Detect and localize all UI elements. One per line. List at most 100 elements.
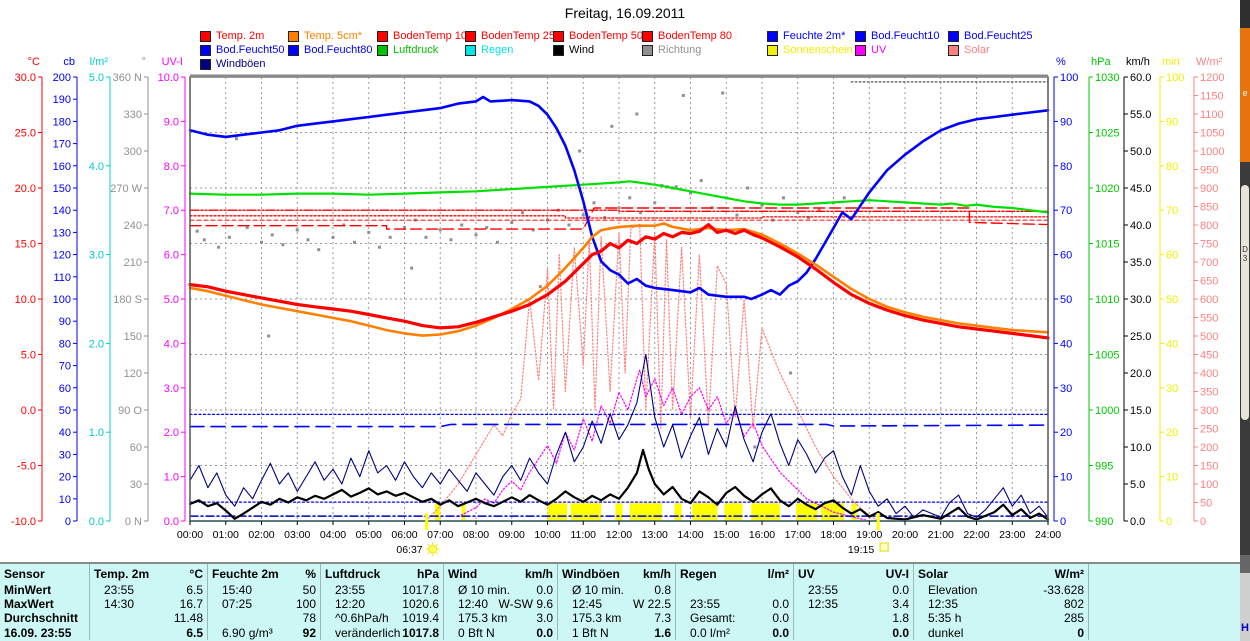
axis-label: hPa bbox=[1091, 56, 1111, 68]
axis-label: 130 bbox=[53, 227, 71, 239]
axis-label: 19:15 bbox=[848, 544, 874, 556]
legend-item-bod-feucht10[interactable]: Bod.Feucht10 bbox=[855, 30, 940, 42]
sunset-square-icon bbox=[879, 542, 889, 552]
axis-label: 08:00 bbox=[463, 529, 489, 541]
wind-direction-dot bbox=[438, 228, 442, 232]
axis-label: 5.0 bbox=[21, 350, 36, 362]
table-cell-time: veränderlich bbox=[335, 625, 401, 640]
sunshine-bar bbox=[629, 503, 662, 521]
axis-label: 300 bbox=[1200, 405, 1218, 417]
axis-label: km/h bbox=[1126, 56, 1150, 68]
table-cell: 23:55 0.0 bbox=[793, 583, 913, 597]
table-cell: Regen l/m² bbox=[675, 564, 793, 583]
wind-direction-dot bbox=[638, 211, 642, 215]
axis-label: 350 bbox=[1200, 387, 1218, 399]
wind-direction-dot bbox=[610, 124, 614, 128]
wind-direction-dot bbox=[721, 91, 725, 95]
wind-direction-dot bbox=[202, 238, 206, 242]
axis-label: 1.0 bbox=[89, 427, 104, 439]
table-cell: Gesamt: 0.0 bbox=[675, 611, 793, 625]
axis-label: 14:00 bbox=[677, 529, 703, 541]
table-empty-cell bbox=[1088, 611, 1140, 625]
wind-direction-dot bbox=[510, 221, 514, 225]
legend-item-feuchte-2m-[interactable]: Feuchte 2m* bbox=[767, 30, 845, 42]
axis-label: 10:00 bbox=[534, 529, 560, 541]
legend-item-bod-feucht25[interactable]: Bod.Feucht25 bbox=[948, 30, 1033, 42]
wind-direction-dot bbox=[403, 225, 406, 229]
table-cell-value: 16.7 bbox=[179, 597, 203, 611]
table-column-name: Temp. 2m bbox=[94, 566, 150, 581]
legend-item-temp-2m[interactable]: Temp. 2m bbox=[200, 30, 264, 42]
wind-direction-dot bbox=[581, 213, 585, 217]
axis-label: 50 bbox=[1166, 294, 1178, 306]
legend-label: Regen bbox=[481, 44, 514, 56]
axis-label: 09:00 bbox=[499, 529, 525, 541]
table-cell-value: 1019.4 bbox=[402, 611, 439, 625]
wind-direction-dot bbox=[781, 196, 785, 200]
background-window-footer: H bbox=[1240, 573, 1250, 641]
table-cell: Solar W/m² bbox=[913, 564, 1088, 583]
axis-label: 200 bbox=[1200, 442, 1218, 454]
axis-label: cb bbox=[63, 56, 75, 68]
axis-label: 20:00 bbox=[892, 529, 918, 541]
legend-item-sonnenschein[interactable]: Sonnenschein bbox=[767, 44, 853, 56]
table-column-name: Regen bbox=[680, 566, 717, 581]
weather-chart[interactable]: °C -10.0 -5.0 0.0 5.0 10.0 15.0 20.0 25.0 30.0 cb 0… bbox=[0, 0, 1250, 562]
series-bodentemp-50 bbox=[189, 209, 1049, 212]
axis-label: 7.0 bbox=[164, 205, 179, 217]
axis-label: °C bbox=[28, 56, 40, 68]
legend-item-bodentemp-80[interactable]: BodenTemp 80 bbox=[642, 30, 732, 42]
table-cell: Ø 10 min. 0.8 bbox=[557, 583, 675, 597]
legend-item-bod-feucht50[interactable]: Bod.Feucht50 bbox=[200, 44, 285, 56]
legend-label: Richtung bbox=[658, 44, 702, 56]
axis-label: 20 bbox=[1166, 427, 1178, 439]
legend-item-bodentemp-25[interactable]: BodenTemp 25 bbox=[465, 30, 555, 42]
axis-label: 20.0 bbox=[1130, 368, 1151, 380]
axis-label: 200 bbox=[53, 72, 71, 84]
axis-label: 1.0 bbox=[164, 472, 179, 484]
axis-label: 10.0 bbox=[1130, 442, 1151, 454]
legend-item-bodentemp-50[interactable]: BodenTemp 50 bbox=[553, 30, 643, 42]
legend-item-bodentemp-10[interactable]: BodenTemp 10 bbox=[377, 30, 467, 42]
axis-label: 5.0 bbox=[164, 294, 179, 306]
wind-direction-dot bbox=[495, 240, 499, 244]
legend-item-temp-5cm-[interactable]: Temp. 5cm* bbox=[288, 30, 362, 42]
axis-label: 90 bbox=[1166, 116, 1178, 128]
table-cell: 12:20 1020.6 bbox=[320, 597, 443, 611]
background-window-sliver[interactable]: e D 3 H bbox=[1240, 0, 1250, 641]
series-windb-en bbox=[189, 353, 1049, 518]
axis-label: 80 bbox=[1060, 161, 1072, 173]
legend-item-solar[interactable]: Solar bbox=[948, 44, 990, 56]
axis-label: 990 bbox=[1095, 516, 1113, 528]
table-empty-cell bbox=[1088, 625, 1140, 640]
axis-label: 02:00 bbox=[248, 529, 274, 541]
table-cell: 11.48 bbox=[89, 611, 207, 625]
legend-item-luftdruck[interactable]: Luftdruck bbox=[377, 44, 438, 56]
table-cell: Temp. 2m °C bbox=[89, 564, 207, 583]
legend-item-wind[interactable]: Wind bbox=[553, 44, 594, 56]
legend-swatch bbox=[200, 44, 211, 56]
legend-swatch bbox=[377, 30, 388, 42]
table-cell: 0.0 l/m² 0.0 bbox=[675, 625, 793, 640]
axis-label: 6.0 bbox=[164, 250, 179, 262]
table-cell: Wind km/h bbox=[443, 564, 557, 583]
axis-label: 500 bbox=[1200, 331, 1218, 343]
wind-direction-dot bbox=[449, 238, 453, 242]
sunshine-bar bbox=[692, 503, 718, 521]
axis-label: 25.0 bbox=[1130, 331, 1151, 343]
axis-label: 40 bbox=[1060, 338, 1072, 350]
axis-label: 900 bbox=[1200, 183, 1218, 195]
table-cell-value: 100 bbox=[295, 597, 316, 611]
legend-item-uv[interactable]: UV bbox=[855, 44, 886, 56]
axis-label: 60.0 bbox=[1130, 72, 1151, 84]
legend-item-windb-en[interactable]: Windböen bbox=[200, 58, 266, 70]
legend-item-regen[interactable]: Regen bbox=[465, 44, 513, 56]
legend-label: Solar bbox=[964, 44, 990, 56]
legend-label: Wind bbox=[569, 44, 595, 56]
axis-label: 50 bbox=[59, 405, 71, 417]
legend-item-richtung[interactable]: Richtung bbox=[642, 44, 701, 56]
table-cell: 12:35 3.4 bbox=[793, 597, 913, 611]
axis-label: 15.0 bbox=[15, 239, 36, 251]
legend-item-bod-feucht80[interactable]: Bod.Feucht80 bbox=[288, 44, 373, 56]
